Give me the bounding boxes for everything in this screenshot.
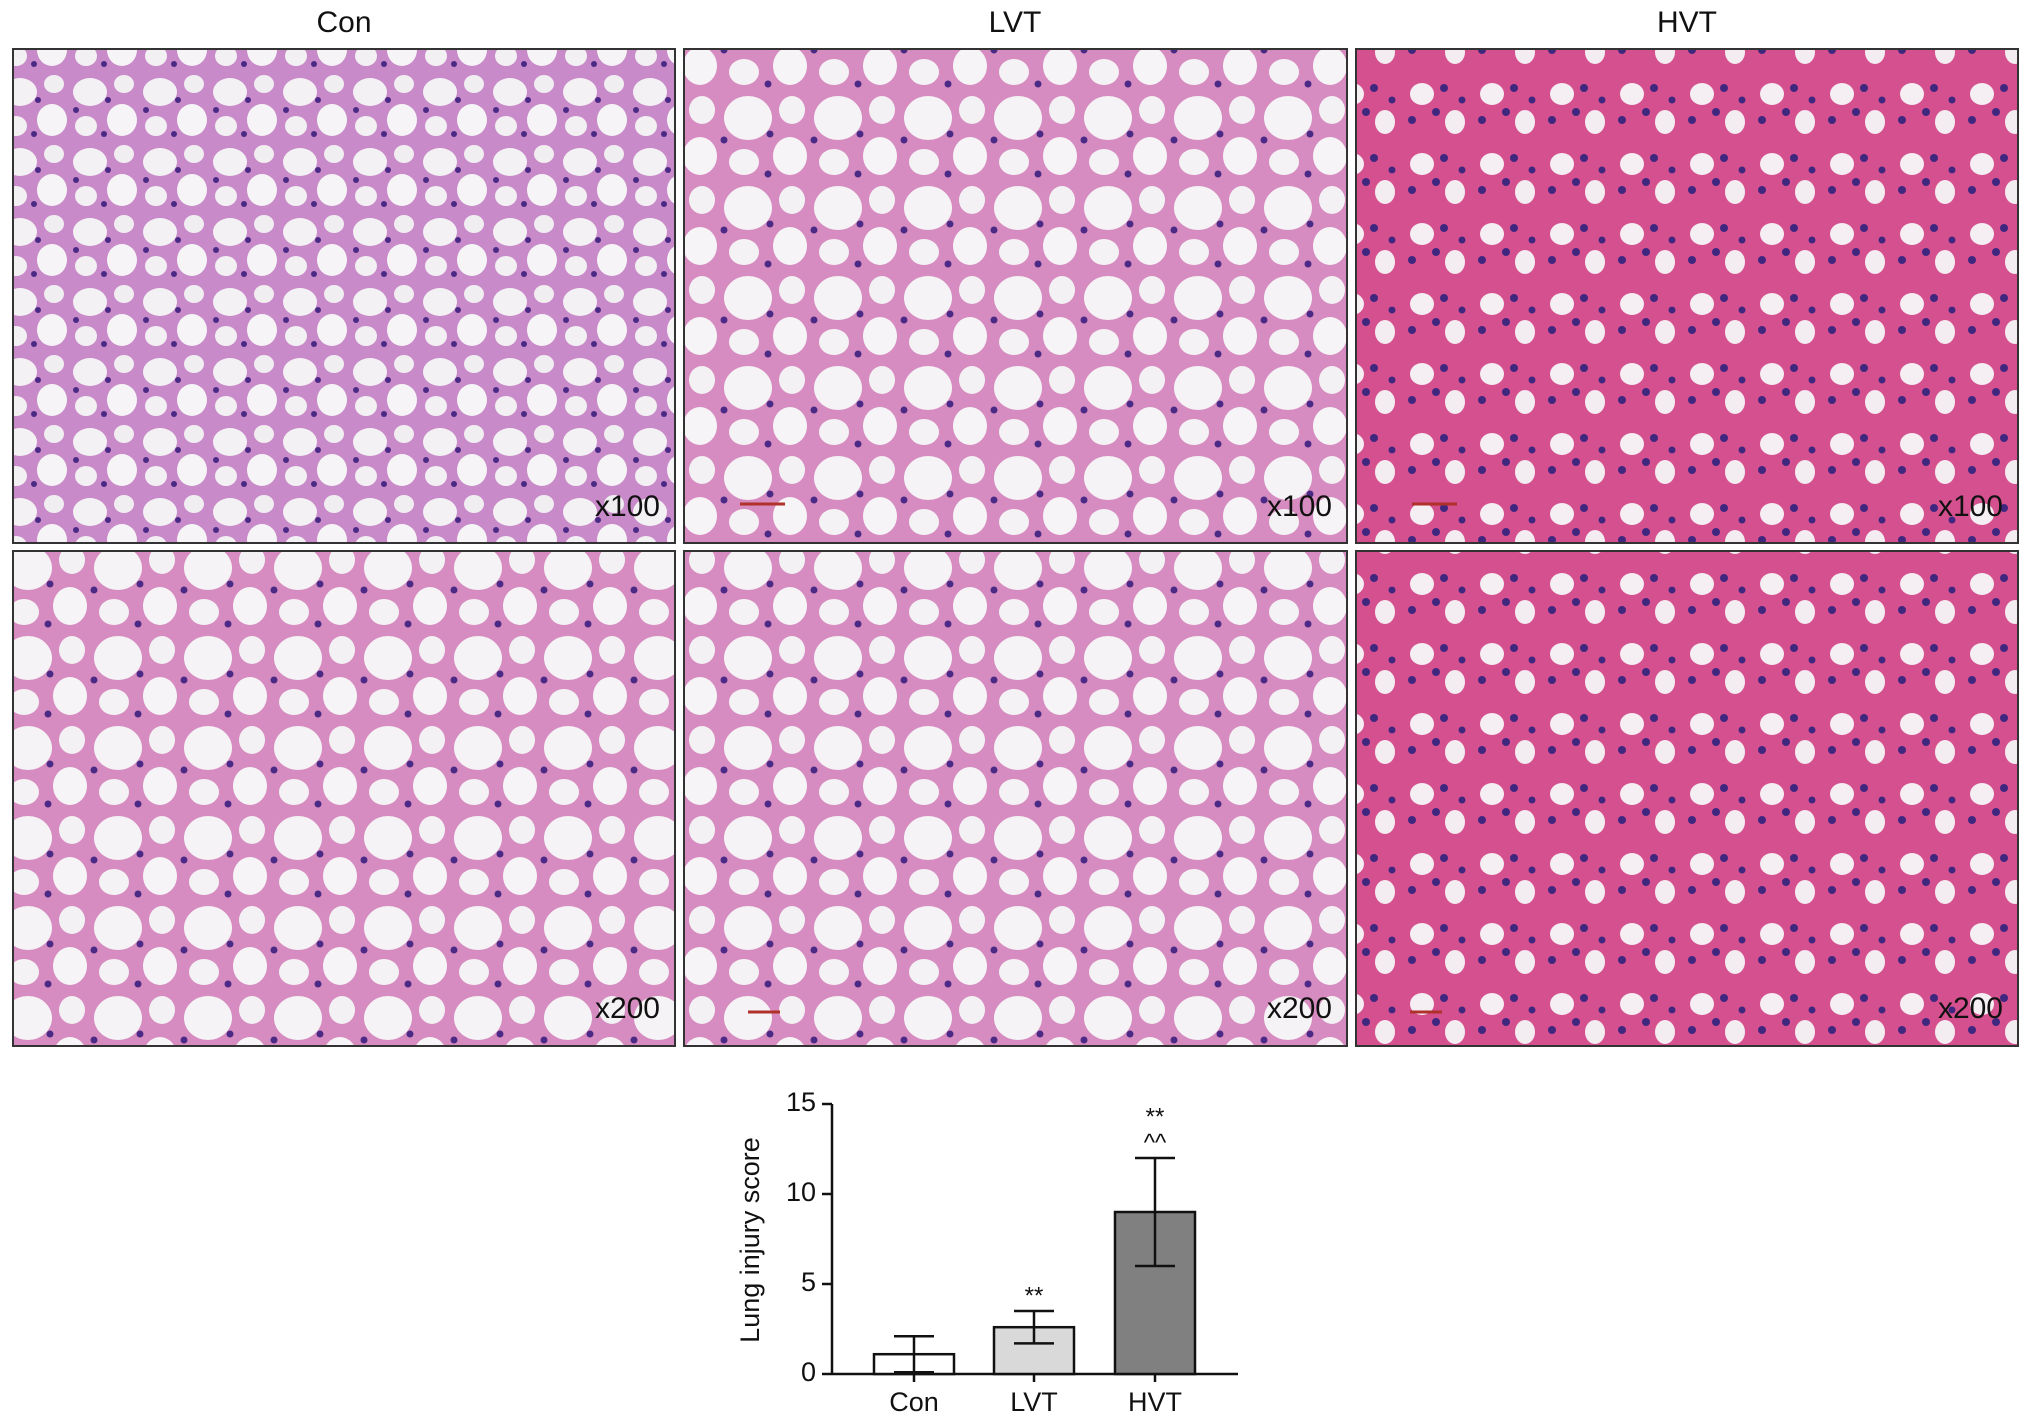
x-tick-label: Con <box>889 1387 939 1417</box>
significance-label: ^^ <box>1144 1129 1167 1156</box>
x-tick-label: LVT <box>1010 1387 1058 1417</box>
micrograph <box>683 48 1348 544</box>
micrograph <box>1355 550 2019 1047</box>
magnification-label: x200 <box>1938 992 2003 1025</box>
y-tick-label: 5 <box>801 1267 816 1297</box>
magnification-label: x100 <box>595 490 660 523</box>
micrograph <box>12 550 676 1047</box>
x-tick-label: HVT <box>1128 1387 1182 1417</box>
magnification-label: x100 <box>1938 490 2003 523</box>
micrograph <box>12 48 676 544</box>
column-title: HVT <box>1657 6 1717 39</box>
micrograph <box>683 550 1348 1047</box>
micrograph <box>1355 48 2019 544</box>
column-title: Con <box>316 6 371 39</box>
y-axis-title: Lung injury score <box>735 1137 765 1343</box>
significance-label: ** <box>1025 1282 1044 1309</box>
column-title: LVT <box>989 6 1042 39</box>
magnification-label: x100 <box>1267 490 1332 523</box>
magnification-label: x200 <box>595 992 660 1025</box>
magnification-label: x200 <box>1267 992 1332 1025</box>
y-tick-label: 15 <box>786 1087 816 1117</box>
significance-label: ** <box>1146 1103 1165 1130</box>
y-tick-label: 10 <box>786 1177 816 1207</box>
y-tick-label: 0 <box>801 1357 816 1387</box>
histology-grid <box>12 48 2019 1047</box>
